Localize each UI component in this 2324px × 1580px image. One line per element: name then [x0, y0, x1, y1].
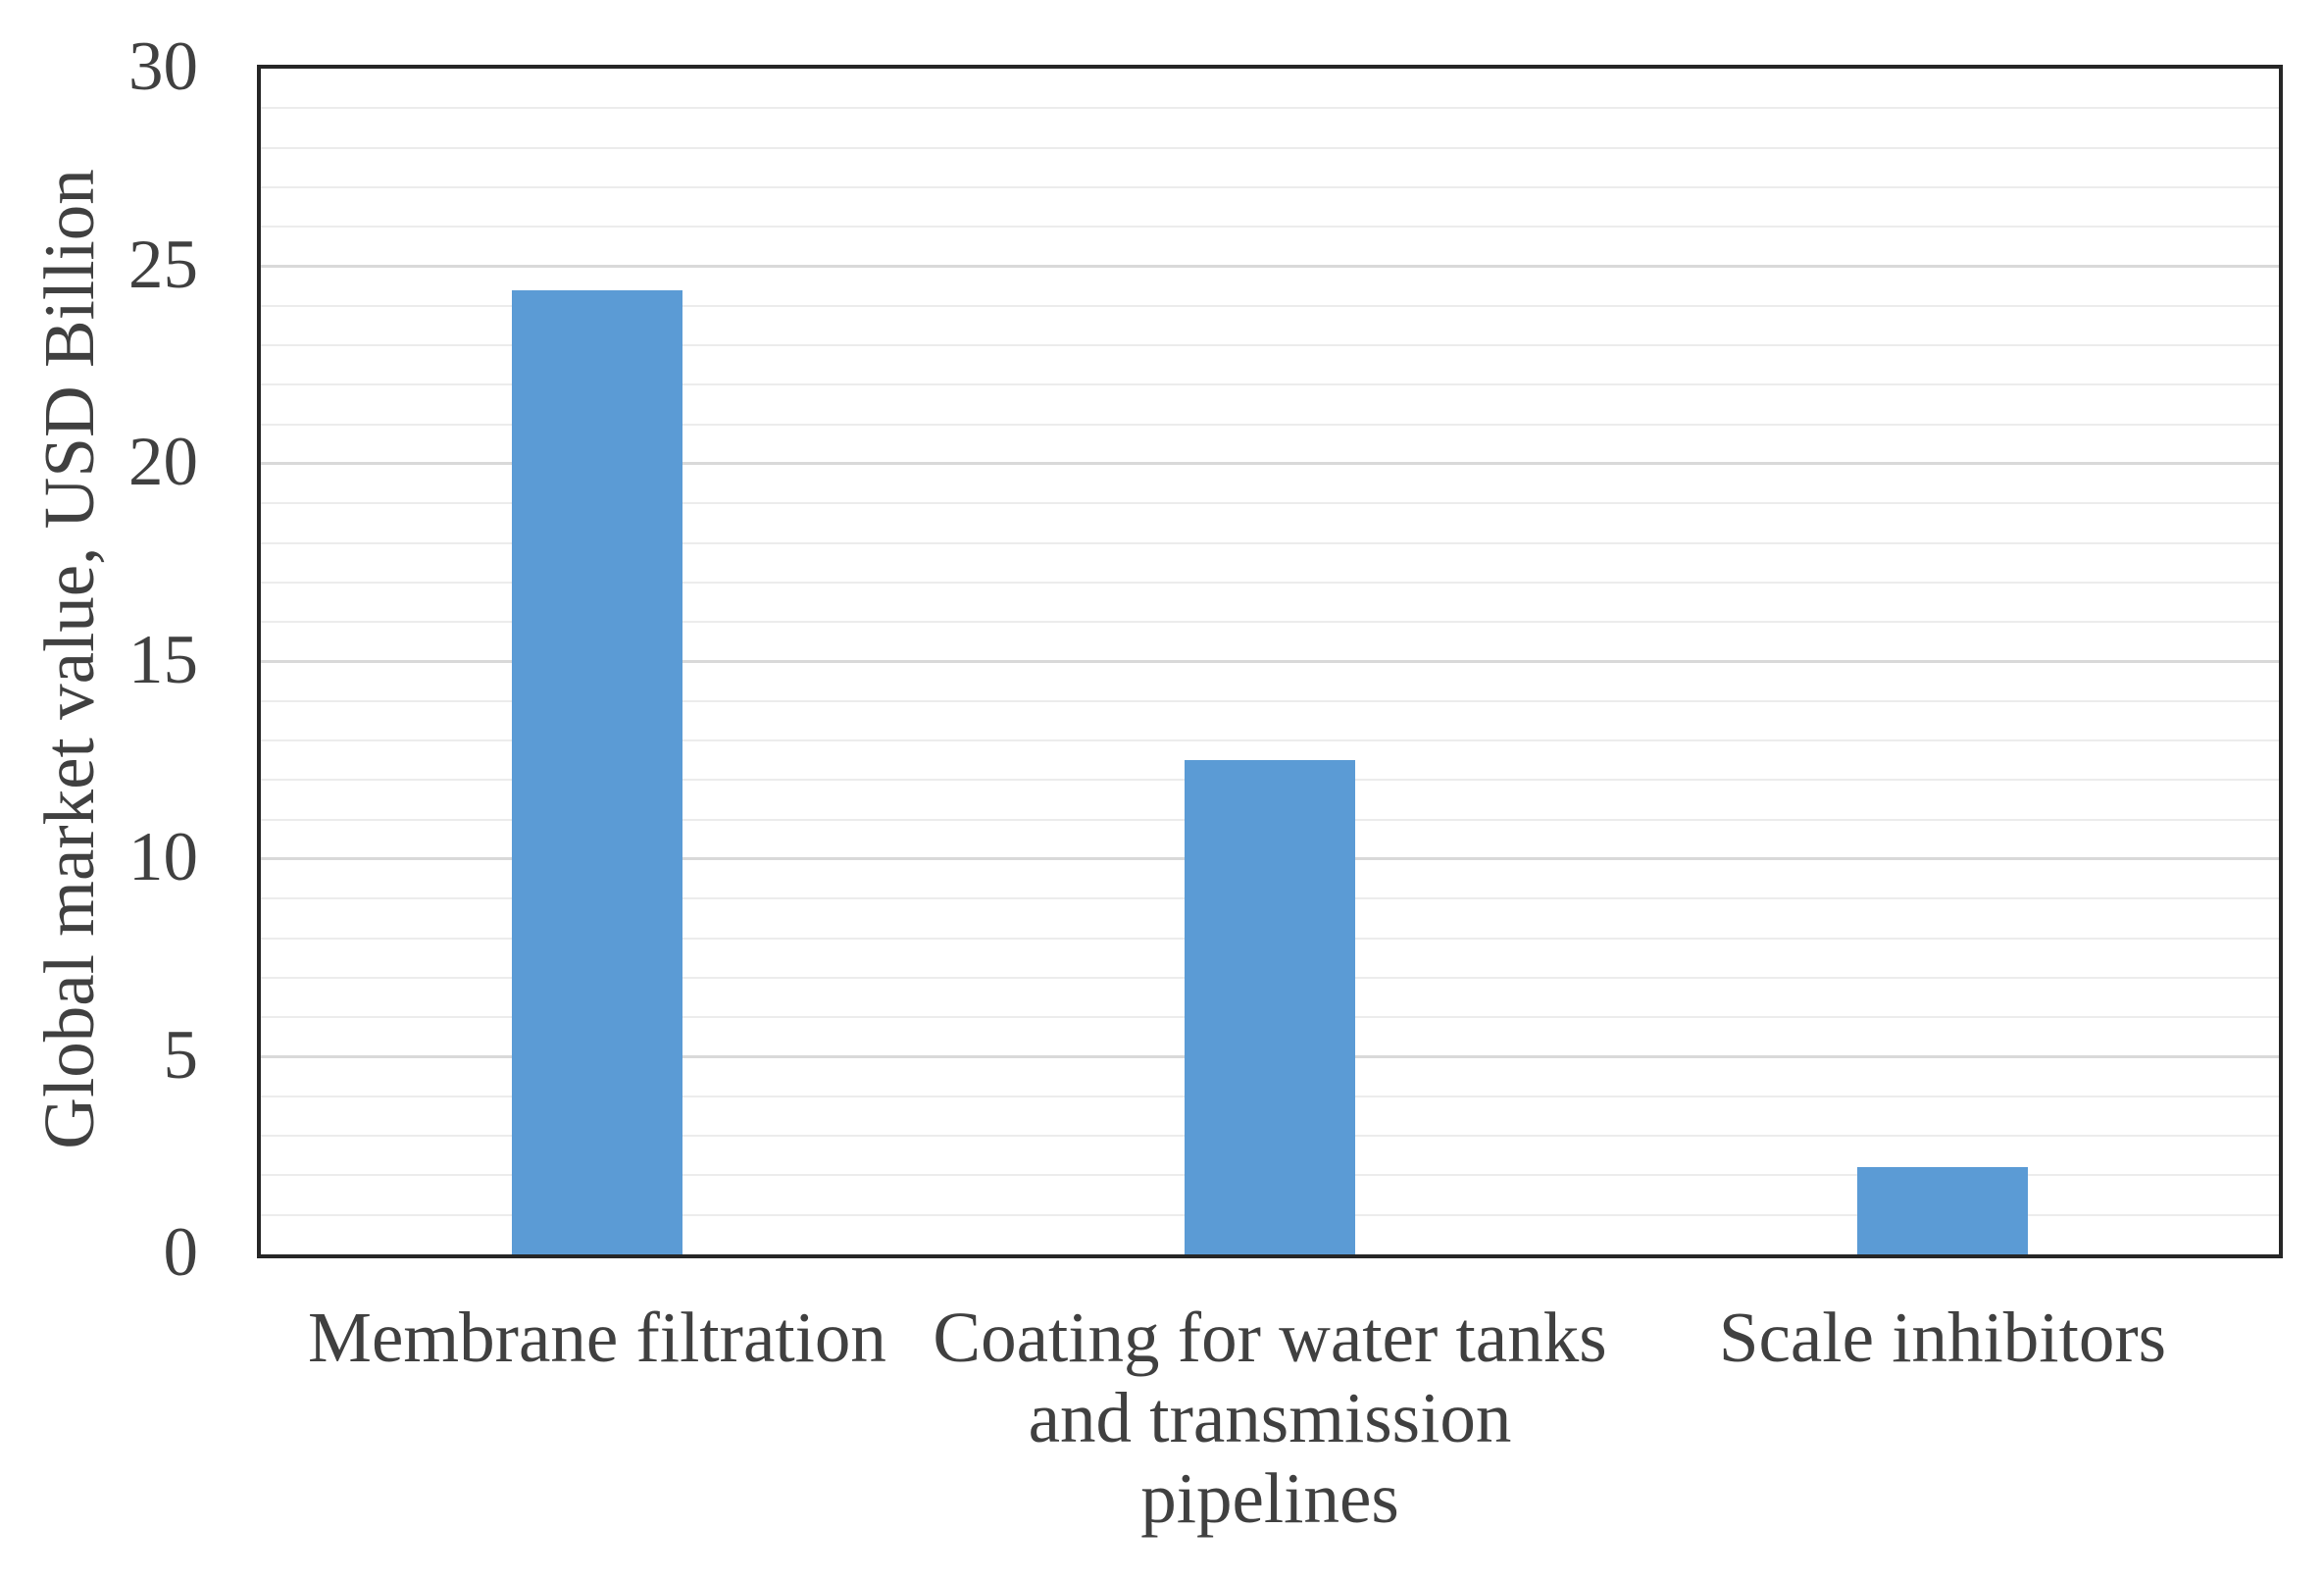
minor-gridline [261, 739, 2279, 742]
bar-3 [1857, 1167, 2028, 1254]
y-tick-label-30: 30 [128, 28, 198, 106]
minor-gridline [261, 581, 2279, 584]
minor-gridline [261, 344, 2279, 347]
y-tick-label-10: 10 [128, 819, 198, 896]
minor-gridline [261, 185, 2279, 188]
y-tick-label-0: 0 [163, 1214, 199, 1292]
minor-gridline [261, 226, 2279, 229]
plot-area [257, 65, 2283, 1258]
x-category-label-3: Scale inhibitors [1718, 1298, 2167, 1377]
y-tick-label-15: 15 [128, 621, 198, 698]
bar-2 [1185, 760, 1355, 1254]
minor-gridline [261, 423, 2279, 426]
major-gridline [261, 659, 2279, 663]
minor-gridline [261, 304, 2279, 307]
minor-gridline [261, 502, 2279, 505]
major-gridline [261, 264, 2279, 268]
major-gridline [261, 462, 2279, 465]
minor-gridline [261, 383, 2279, 386]
bar-1 [512, 289, 682, 1254]
y-tick-label-20: 20 [128, 424, 198, 501]
minor-gridline [261, 107, 2279, 110]
minor-gridline [261, 621, 2279, 624]
x-category-label-2: Coating for water tanks and transmission p… [933, 1298, 1607, 1538]
y-tick-label-5: 5 [163, 1016, 199, 1094]
minor-gridline [261, 146, 2279, 149]
x-category-label-1: Membrane filtration [308, 1298, 886, 1377]
minor-gridline [261, 541, 2279, 544]
y-tick-label-25: 25 [128, 226, 198, 303]
minor-gridline [261, 699, 2279, 702]
